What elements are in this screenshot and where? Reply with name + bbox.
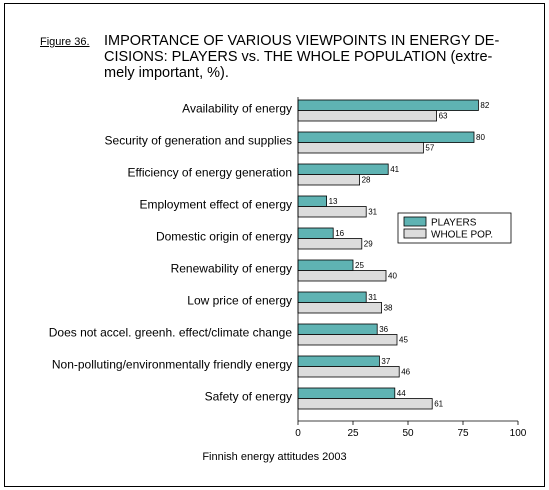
bar-whole-pop — [297, 110, 438, 122]
legend-swatch-whole-pop — [403, 228, 427, 239]
category-label: Availability of energy — [182, 102, 292, 116]
x-tick-label: 75 — [457, 428, 469, 439]
category-label: Renewability of energy — [171, 262, 292, 276]
category-label: Does not accel. greenh. effect/climate c… — [49, 326, 293, 340]
bar-whole-pop — [297, 206, 367, 218]
legend-swatch-players — [403, 216, 427, 227]
x-tick-label: 100 — [510, 428, 527, 439]
bar-whole-pop — [297, 398, 433, 410]
data-label-players: 13 — [329, 197, 338, 206]
data-label-players: 36 — [379, 325, 388, 334]
bar-players — [297, 291, 367, 303]
category-label: Non-polluting/environmentally friendly e… — [52, 358, 292, 372]
bar-players — [297, 387, 396, 399]
x-tick-label: 25 — [347, 428, 359, 439]
bar-players — [297, 163, 389, 175]
bar-whole-pop — [297, 238, 363, 250]
data-label-players: 80 — [476, 133, 485, 142]
category-label: Security of generation and supplies — [105, 134, 292, 148]
bar-whole-pop — [297, 366, 400, 378]
bar-players — [297, 195, 328, 207]
figure-title: IMPORTANCE OF VARIOUS VIEWPOINTS IN ENER… — [104, 33, 524, 81]
data-label-players: 31 — [368, 293, 377, 302]
bar-players — [297, 259, 354, 271]
data-label-players: 44 — [397, 389, 406, 398]
title-line-3: mely important, %). — [104, 65, 229, 81]
data-label-whole-pop: 28 — [362, 176, 371, 185]
legend-label-players: PLAYERS — [431, 218, 477, 229]
legend-label-whole-pop: WHOLE POP. — [431, 230, 493, 241]
figure-label: Figure 36. — [40, 36, 90, 48]
data-label-whole-pop: 46 — [401, 368, 410, 377]
bar-players — [297, 99, 479, 111]
data-label-players: 41 — [390, 165, 399, 174]
category-label: Efficiency of energy generation — [127, 166, 292, 180]
data-label-whole-pop: 45 — [399, 336, 408, 345]
bar-whole-pop — [297, 302, 382, 314]
bar-whole-pop — [297, 334, 398, 346]
data-label-players: 25 — [355, 261, 364, 270]
data-label-whole-pop: 57 — [425, 144, 434, 153]
bar-whole-pop — [297, 142, 424, 154]
category-label: Employment effect of energy — [139, 198, 292, 212]
data-label-whole-pop: 38 — [384, 304, 393, 313]
data-label-whole-pop: 31 — [368, 208, 377, 217]
category-label: Domestic origin of energy — [156, 230, 292, 244]
data-label-whole-pop: 61 — [434, 400, 443, 409]
bar-players — [297, 227, 334, 239]
figure-frame — [4, 3, 545, 487]
data-label-whole-pop: 40 — [388, 272, 397, 281]
source-note: Finnish energy attitudes 2003 — [202, 451, 347, 463]
category-label: Safety of energy — [205, 390, 292, 404]
bar-players — [297, 131, 475, 143]
category-label: Low price of energy — [187, 294, 292, 308]
data-label-players: 82 — [480, 101, 489, 110]
title-line-2: CISIONS: PLAYERS vs. THE WHOLE POPULATIO… — [104, 49, 493, 65]
x-tick-label: 50 — [402, 428, 414, 439]
data-label-whole-pop: 63 — [439, 112, 448, 121]
bar-players — [297, 355, 380, 367]
data-label-players: 37 — [381, 357, 390, 366]
data-label-whole-pop: 29 — [364, 240, 373, 249]
data-label-players: 16 — [335, 229, 344, 238]
bar-whole-pop — [297, 174, 360, 186]
title-line-1: IMPORTANCE OF VARIOUS VIEWPOINTS IN ENER… — [104, 33, 500, 49]
bar-whole-pop — [297, 270, 387, 282]
x-tick-label: 0 — [295, 428, 301, 439]
bar-players — [297, 323, 378, 335]
